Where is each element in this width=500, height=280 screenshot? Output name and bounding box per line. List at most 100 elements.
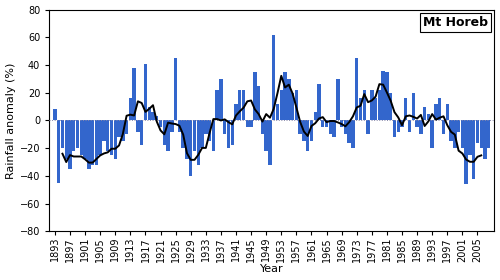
Bar bbox=[227, 120, 230, 148]
Bar bbox=[238, 90, 242, 120]
Bar bbox=[382, 71, 385, 120]
Bar bbox=[253, 72, 256, 120]
Bar bbox=[430, 120, 434, 148]
Bar bbox=[76, 120, 79, 148]
Bar bbox=[230, 120, 234, 145]
Bar bbox=[136, 120, 140, 132]
Bar bbox=[453, 120, 456, 148]
Bar bbox=[121, 120, 124, 141]
Bar bbox=[57, 120, 60, 183]
Bar bbox=[196, 120, 200, 165]
Bar bbox=[355, 58, 358, 120]
X-axis label: Year: Year bbox=[260, 264, 283, 274]
Bar bbox=[389, 93, 392, 120]
Bar bbox=[340, 120, 344, 127]
Bar bbox=[344, 120, 347, 134]
Bar bbox=[87, 120, 90, 169]
Bar bbox=[426, 113, 430, 120]
Bar bbox=[378, 90, 381, 120]
Bar bbox=[174, 58, 178, 120]
Bar bbox=[348, 120, 351, 143]
Bar bbox=[325, 120, 328, 127]
Bar bbox=[257, 86, 260, 120]
Bar bbox=[189, 120, 192, 176]
Bar bbox=[125, 120, 128, 134]
Bar bbox=[423, 107, 426, 120]
Bar bbox=[223, 120, 226, 134]
Bar bbox=[234, 104, 238, 120]
Bar bbox=[61, 120, 64, 148]
Bar bbox=[140, 120, 143, 145]
Bar bbox=[457, 120, 460, 132]
Bar bbox=[306, 120, 310, 151]
Bar bbox=[272, 34, 276, 120]
Bar bbox=[155, 116, 158, 120]
Bar bbox=[242, 90, 245, 120]
Bar bbox=[487, 120, 490, 148]
Bar bbox=[246, 120, 249, 127]
Bar bbox=[166, 120, 170, 151]
Bar bbox=[72, 120, 76, 151]
Bar bbox=[159, 120, 162, 127]
Bar bbox=[370, 90, 374, 120]
Bar bbox=[393, 120, 396, 137]
Bar bbox=[352, 120, 354, 148]
Bar bbox=[480, 120, 483, 148]
Bar bbox=[310, 120, 313, 141]
Bar bbox=[208, 120, 212, 141]
Bar bbox=[464, 120, 468, 184]
Bar bbox=[204, 120, 208, 134]
Bar bbox=[328, 120, 332, 134]
Bar bbox=[186, 120, 188, 159]
Bar bbox=[94, 120, 98, 165]
Bar bbox=[53, 109, 56, 120]
Y-axis label: Rainfall anomaly (%): Rainfall anomaly (%) bbox=[6, 62, 16, 179]
Bar bbox=[102, 120, 106, 141]
Bar bbox=[460, 120, 464, 148]
Bar bbox=[144, 64, 147, 120]
Bar bbox=[216, 90, 219, 120]
Bar bbox=[91, 120, 94, 165]
Bar bbox=[178, 120, 181, 132]
Bar bbox=[162, 120, 166, 145]
Bar bbox=[264, 120, 268, 151]
Bar bbox=[268, 120, 272, 165]
Bar bbox=[374, 98, 378, 120]
Bar bbox=[321, 120, 324, 127]
Bar bbox=[450, 120, 453, 141]
Bar bbox=[152, 112, 154, 120]
Bar bbox=[298, 120, 302, 134]
Bar bbox=[276, 104, 279, 120]
Bar bbox=[170, 120, 173, 132]
Bar bbox=[419, 120, 422, 134]
Bar bbox=[416, 120, 419, 127]
Bar bbox=[118, 120, 120, 137]
Bar bbox=[98, 120, 102, 155]
Bar bbox=[284, 72, 286, 120]
Bar bbox=[359, 98, 362, 120]
Bar bbox=[434, 104, 438, 120]
Bar bbox=[484, 120, 486, 159]
Bar bbox=[396, 120, 400, 132]
Bar bbox=[336, 79, 340, 120]
Bar bbox=[302, 120, 306, 141]
Bar bbox=[446, 104, 449, 120]
Bar bbox=[68, 120, 71, 169]
Bar bbox=[260, 120, 264, 134]
Bar bbox=[200, 120, 203, 148]
Bar bbox=[193, 120, 196, 151]
Bar bbox=[106, 120, 110, 151]
Bar bbox=[385, 72, 388, 120]
Bar bbox=[182, 120, 185, 148]
Bar bbox=[250, 120, 253, 127]
Bar bbox=[114, 120, 117, 159]
Bar bbox=[332, 120, 336, 137]
Bar bbox=[280, 90, 283, 120]
Bar bbox=[442, 120, 445, 134]
Bar bbox=[294, 90, 298, 120]
Bar bbox=[291, 93, 294, 120]
Bar bbox=[362, 90, 366, 120]
Bar bbox=[468, 120, 471, 155]
Bar bbox=[219, 79, 222, 120]
Bar bbox=[438, 98, 442, 120]
